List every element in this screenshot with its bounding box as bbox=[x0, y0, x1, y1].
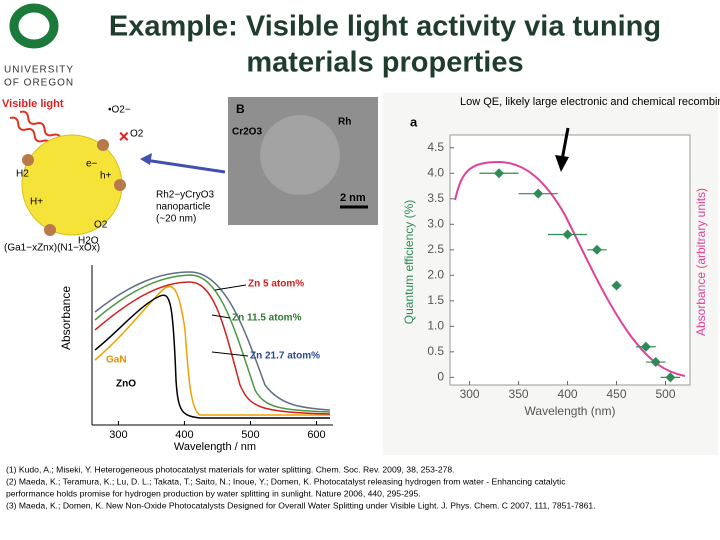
logo-text: OF OREGON bbox=[4, 78, 74, 89]
reference: performance holds promise for hydrogen p… bbox=[6, 488, 421, 498]
y-tick-label: 2.0 bbox=[427, 267, 444, 281]
tem-label: B bbox=[236, 102, 245, 116]
curve-label: Zn 11.5 atom% bbox=[232, 313, 302, 324]
x-tick-label: 600 bbox=[307, 429, 325, 441]
light-wave bbox=[9, 116, 52, 147]
curve bbox=[94, 294, 330, 419]
reference: (3) Maeda, K.; Domen, K. New Non-Oxide P… bbox=[6, 500, 596, 510]
label: e− bbox=[86, 159, 98, 170]
label: •O2− bbox=[108, 105, 131, 116]
absorbance-curve bbox=[454, 160, 686, 377]
absorbance-curves bbox=[94, 271, 331, 419]
plot-frame bbox=[449, 134, 691, 386]
annotation-arrow bbox=[560, 127, 570, 161]
data-point bbox=[640, 341, 651, 352]
curve bbox=[94, 281, 331, 415]
y-tick-label: 0.5 bbox=[427, 344, 444, 358]
tem-label: Cr2O3 bbox=[232, 127, 262, 138]
curve-label: Zn 21.7 atom% bbox=[250, 351, 320, 362]
data-point bbox=[493, 168, 504, 179]
reference: (2) Maeda, K.; Teramura, K.; Lu, D. L.; … bbox=[6, 476, 566, 486]
cocatalyst bbox=[97, 139, 109, 151]
x-tick-label: 450 bbox=[607, 387, 627, 401]
tem-particle bbox=[260, 115, 340, 195]
axis-label: Wavelength / nm bbox=[174, 441, 256, 453]
y-tick-label: 1.0 bbox=[427, 318, 444, 332]
x-tick-label: 350 bbox=[509, 387, 529, 401]
tem-label: 2 nm bbox=[340, 192, 366, 204]
x-tick-label: 500 bbox=[655, 387, 675, 401]
cocatalyst bbox=[22, 154, 34, 166]
curve-label: ZnO bbox=[116, 379, 136, 390]
label: O2 bbox=[94, 220, 108, 231]
y-tick-label: 2.5 bbox=[427, 242, 444, 256]
y-tick-label: 4.5 bbox=[427, 140, 444, 154]
y-tick-label: 3.5 bbox=[427, 191, 444, 205]
label: Visible light bbox=[2, 98, 64, 110]
reference: (1) Kudo, A.; Miseki, Y. Heterogeneous p… bbox=[6, 464, 455, 474]
panel-label: a bbox=[410, 114, 418, 129]
data-point bbox=[591, 244, 602, 255]
logo-text: UNIVERSITY bbox=[4, 65, 74, 76]
pointer bbox=[211, 314, 231, 319]
arrow-head bbox=[140, 153, 152, 165]
y-tick-label: 3.0 bbox=[427, 216, 444, 230]
y-tick-label: 0 bbox=[437, 370, 444, 384]
y-tick-label: 1.5 bbox=[427, 293, 444, 307]
cocatalyst bbox=[44, 224, 56, 236]
tem-label: Rh bbox=[338, 117, 351, 128]
axis-label: Absorbance (arbitrary units) bbox=[694, 188, 708, 336]
x-tick-label: 400 bbox=[558, 387, 578, 401]
label: O2 bbox=[130, 129, 144, 140]
data-point bbox=[665, 372, 676, 383]
logo-o bbox=[9, 3, 59, 49]
label: H+ bbox=[30, 197, 43, 208]
arrow bbox=[144, 158, 226, 174]
light-wave bbox=[19, 110, 62, 141]
label: H2 bbox=[16, 169, 29, 180]
curve-label: GaN bbox=[106, 355, 127, 366]
label: h+ bbox=[100, 171, 112, 182]
axis-label: Wavelength (nm) bbox=[525, 404, 616, 418]
label: H2O bbox=[78, 236, 99, 247]
curve bbox=[94, 271, 331, 411]
label: (~20 nm) bbox=[156, 214, 196, 225]
x-tick-label: 300 bbox=[460, 387, 480, 401]
x-tick-label: 500 bbox=[241, 429, 259, 441]
axis-label: Quantum efficiency (%) bbox=[402, 200, 416, 325]
curve bbox=[94, 274, 331, 413]
title: Example: Visible light activity via tuni… bbox=[109, 11, 661, 43]
curve bbox=[94, 285, 330, 416]
data-point bbox=[611, 280, 622, 291]
data-point bbox=[533, 188, 544, 199]
x-tick-label: 400 bbox=[175, 429, 193, 441]
cocatalyst bbox=[114, 179, 126, 191]
title: materials properties bbox=[246, 47, 523, 79]
annotation-arrow-head bbox=[555, 155, 569, 172]
label: (Ga1−xZnx)(N1−xOx) bbox=[4, 243, 100, 254]
scheme: ✕ bbox=[9, 110, 130, 236]
data-point bbox=[650, 357, 661, 368]
pointer bbox=[214, 284, 247, 291]
pointer bbox=[211, 351, 249, 357]
block-mark: ✕ bbox=[118, 129, 130, 145]
annotation: Low QE, likely large electronic and chem… bbox=[460, 96, 720, 108]
y-tick-label: 4.0 bbox=[427, 165, 444, 179]
data-point bbox=[562, 229, 573, 240]
label: Rh2−yCryO3 bbox=[156, 190, 215, 201]
axis-label: Absorbance bbox=[59, 286, 73, 350]
x-tick-label: 300 bbox=[109, 429, 127, 441]
label: nanoparticle bbox=[156, 202, 211, 213]
curve-label: Zn 5 atom% bbox=[248, 279, 304, 290]
